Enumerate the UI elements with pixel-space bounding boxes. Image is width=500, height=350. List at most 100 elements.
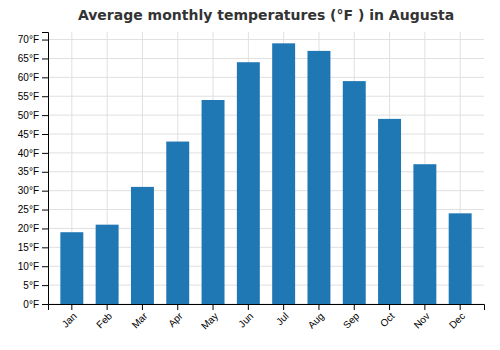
tick-label: 20°F — [18, 223, 39, 234]
tick: Apr — [166, 304, 185, 329]
tick-mark — [42, 247, 48, 248]
tick-mark — [460, 304, 461, 310]
tick-label: 40°F — [18, 148, 39, 159]
tick-mark — [424, 304, 425, 310]
tick-mark — [42, 115, 48, 116]
chart-container: 0°F 5°F 10°F 15°F 20°F 25°F 30°F 35°F 40°F 45°F 50… — [0, 0, 500, 350]
tick-label: Jun — [236, 310, 255, 329]
tick-mark — [142, 304, 143, 310]
tick-mark — [42, 134, 48, 135]
tick-mark — [42, 266, 48, 267]
tick-mark — [42, 304, 48, 305]
tick: 15°F — [18, 242, 48, 253]
tick: 20°F — [18, 223, 48, 234]
tick: 45°F — [18, 129, 48, 140]
tick-label: Dec — [447, 310, 467, 330]
bar — [96, 225, 119, 304]
bar — [343, 81, 366, 304]
tick: Sep — [341, 304, 362, 331]
tick: 50°F — [18, 110, 48, 121]
tick-mark — [42, 96, 48, 97]
tick-mark — [42, 77, 48, 78]
tick-mark — [42, 172, 48, 173]
grid-line — [48, 134, 484, 135]
x-axis: Jan Feb Mar Apr May Jun Jul Aug Sep Oct Nov Dec — [49, 304, 485, 332]
tick: 70°F — [18, 34, 48, 45]
bar — [202, 100, 225, 304]
tick-mark — [42, 228, 48, 229]
bar — [60, 232, 83, 304]
tick: 65°F — [18, 53, 48, 64]
tick: 0°F — [23, 299, 48, 310]
bar — [378, 119, 401, 304]
tick-label: Jan — [60, 310, 79, 329]
tick-label: Sep — [341, 310, 362, 331]
bar — [449, 213, 472, 304]
bar — [307, 51, 330, 304]
tick: 10°F — [18, 261, 48, 272]
tick: 5°F — [23, 280, 48, 291]
y-axis: 0°F 5°F 10°F 15°F 20°F 25°F 30°F 35°F 40°F 45°F 50… — [18, 33, 49, 310]
tick-mark — [248, 304, 249, 310]
bar — [237, 62, 260, 304]
tick: Dec — [447, 304, 467, 331]
tick-mark — [107, 304, 108, 310]
tick-label: Apr — [166, 310, 185, 329]
tick: Nov — [412, 304, 432, 331]
grid-line — [48, 115, 484, 116]
tick: Jun — [236, 304, 255, 330]
tick-label: 60°F — [18, 72, 39, 83]
tick-mark — [71, 304, 72, 310]
tick-label: Jul — [274, 310, 291, 327]
chart: 0°F 5°F 10°F 15°F 20°F 25°F 30°F 35°F 40°F 45°F 50… — [0, 0, 500, 350]
tick: Feb — [94, 304, 114, 330]
bar — [272, 43, 295, 304]
tick-label: 5°F — [23, 280, 39, 291]
tick: 35°F — [18, 166, 48, 177]
tick-label: 30°F — [18, 185, 39, 196]
grid-line — [48, 96, 484, 97]
tick-mark — [42, 40, 48, 41]
tick-label: 35°F — [18, 166, 39, 177]
bar — [413, 164, 436, 304]
bars — [60, 43, 471, 304]
tick-mark — [42, 191, 48, 192]
tick: Aug — [306, 304, 326, 331]
axis-line — [42, 33, 49, 305]
title: Average monthly temperatures (°F ) in Au… — [78, 7, 454, 23]
tick-label: 70°F — [18, 34, 39, 45]
grid-line — [48, 77, 484, 78]
tick-label: Nov — [412, 310, 432, 330]
tick: 25°F — [18, 204, 48, 215]
tick-label: 25°F — [18, 204, 39, 215]
tick-mark — [283, 304, 284, 310]
tick: Oct — [378, 304, 397, 329]
tick-label: Oct — [378, 310, 397, 329]
tick-mark — [354, 304, 355, 310]
tick-mark — [42, 58, 48, 59]
tick: Mar — [130, 304, 150, 330]
tick-label: Feb — [94, 310, 114, 330]
tick: Jan — [60, 304, 79, 330]
grid-line — [48, 58, 484, 59]
bar — [166, 142, 189, 304]
tick-label: 45°F — [18, 129, 39, 140]
tick-label: Aug — [306, 310, 326, 330]
tick-label: 0°F — [23, 299, 39, 310]
tick-mark — [389, 304, 390, 310]
grid-line — [48, 39, 484, 40]
tick: Jul — [274, 304, 291, 327]
tick-mark — [213, 304, 214, 310]
tick-mark — [318, 304, 319, 310]
tick-mark — [42, 153, 48, 154]
tick: 40°F — [18, 148, 48, 159]
tick-label: 50°F — [18, 110, 39, 121]
tick-label: 65°F — [18, 53, 39, 64]
tick: 30°F — [18, 185, 48, 196]
grid — [48, 32, 484, 304]
tick-mark — [177, 304, 178, 310]
tick-label: 55°F — [18, 91, 39, 102]
tick: May — [199, 304, 220, 332]
tick: 55°F — [18, 91, 48, 102]
tick: 60°F — [18, 72, 48, 83]
